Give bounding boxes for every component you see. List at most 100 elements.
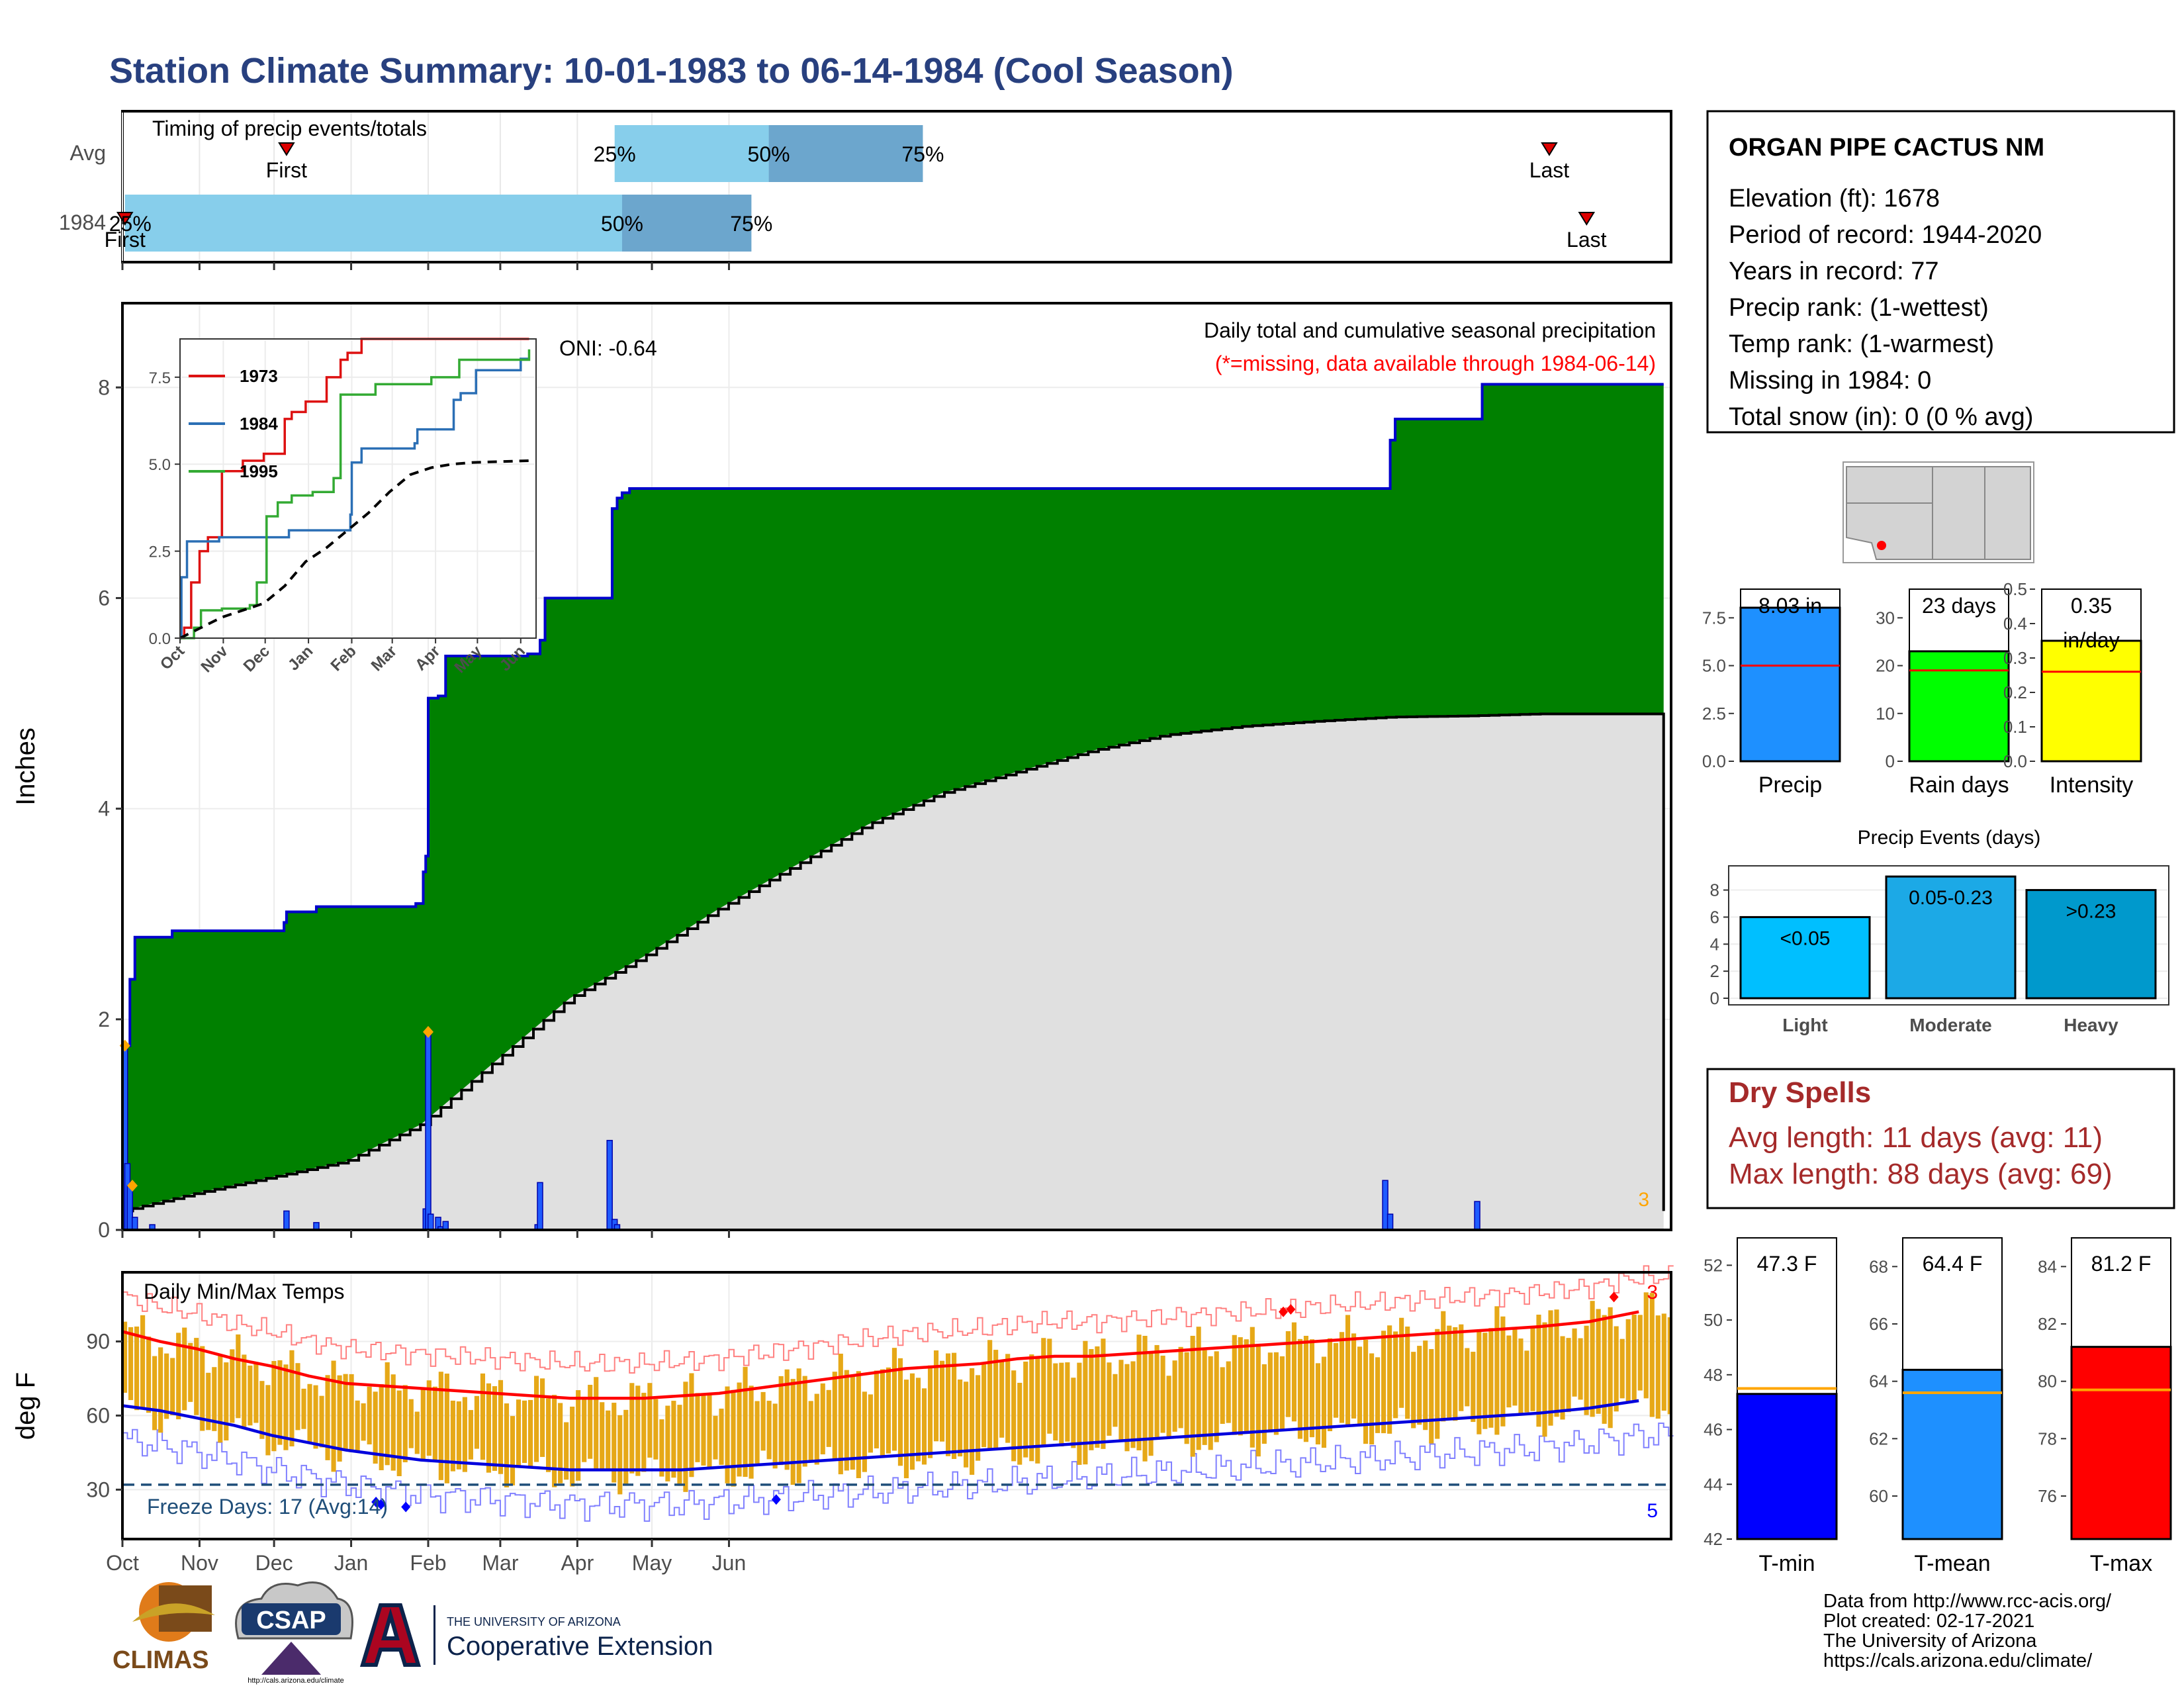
- daily-temp-range-bar: [1148, 1351, 1154, 1456]
- inset-frame-bg: [180, 339, 536, 638]
- daily-temp-range-bar: [1285, 1331, 1291, 1417]
- daily-temp-range-bar: [1297, 1338, 1302, 1439]
- timing-label-first: First: [105, 228, 146, 252]
- temp-summary-bar-1: [1901, 1368, 2003, 1540]
- daily-temp-range-bar: [844, 1370, 849, 1471]
- daily-temp-range-bar: [1029, 1354, 1034, 1462]
- daily-temp-range-bar: [1447, 1325, 1452, 1419]
- daily-precip-bar: [1387, 1213, 1394, 1231]
- timing-row-label-avg: Avg: [69, 141, 106, 165]
- daily-temp-range-bar: [886, 1367, 891, 1454]
- summary-bar-tick-label: 0.0: [1702, 751, 1726, 771]
- daily-temp-range-bar: [1453, 1327, 1458, 1421]
- daily-temp-range-bar: [856, 1371, 861, 1478]
- timing-bars: First Last 25% 50% 75% First Last 25% 50% 75%: [105, 125, 1607, 252]
- daily-temp-range-bar: [725, 1386, 730, 1483]
- daily-temp-range-bar: [212, 1367, 217, 1431]
- temp-summary-label: T-mean: [1914, 1551, 1990, 1576]
- precip-y-tick-label: 8: [98, 375, 110, 399]
- cumulative-precip-area: [122, 384, 1664, 1230]
- daily-temp-range-bar: [1178, 1346, 1183, 1429]
- daily-temp-range-bar: [933, 1350, 939, 1442]
- daily-temp-range-bar: [1333, 1342, 1339, 1418]
- daily-temp-range-bar: [1196, 1327, 1201, 1450]
- precip-y-tick-label: 6: [98, 586, 110, 610]
- daily-temp-range-bar: [1279, 1356, 1285, 1430]
- daily-temp-range-bar: [976, 1375, 981, 1461]
- daily-temp-range-bar: [993, 1350, 999, 1448]
- daily-temp-range-bar: [1637, 1315, 1643, 1391]
- daily-temp-range-bar: [1518, 1338, 1524, 1415]
- daily-temp-range-bar: [737, 1382, 742, 1477]
- precip-y-tick-label: 4: [98, 797, 110, 821]
- daily-temp-range-bar: [1005, 1354, 1011, 1443]
- daily-temp-range-bar: [301, 1388, 306, 1429]
- daily-temp-range-bar: [891, 1348, 897, 1451]
- timing-marker-first: [278, 142, 295, 156]
- daily-temp-range-bar: [594, 1377, 599, 1470]
- daily-temp-range-bar: [1113, 1374, 1118, 1427]
- temp-y-tick-label: 30: [86, 1477, 110, 1501]
- events-y-tick-label: 0: [1710, 988, 1719, 1008]
- temp-corner-hi: 3: [1647, 1282, 1658, 1303]
- temp-summary-tick-label: 42: [1704, 1529, 1723, 1549]
- summary-bar-tick-label: 0.4: [2003, 614, 2027, 633]
- daily-temp-range-bar: [1614, 1326, 1619, 1412]
- daily-precip-bar: [427, 1213, 434, 1231]
- daily-temp-range-bar: [1351, 1333, 1357, 1419]
- daily-temp-range-bar: [122, 1321, 128, 1393]
- summary-bar-2: [2040, 639, 2142, 763]
- daily-temp-range-bar: [325, 1375, 330, 1460]
- station-elevation: Elevation (ft): 1678: [1729, 185, 1940, 212]
- daily-temp-range-bar: [1387, 1325, 1392, 1434]
- daily-temp-range-bar: [1471, 1352, 1476, 1423]
- timing-label-last: Last: [1567, 228, 1607, 252]
- daily-temp-range-bar: [265, 1385, 271, 1456]
- page-title: Station Climate Summary: 10-01-1983 to 0…: [109, 51, 1234, 91]
- temp-panel-frame: [121, 1271, 1672, 1540]
- daily-temp-range-bar: [1095, 1346, 1100, 1448]
- daily-temp-range-bar: [1089, 1348, 1094, 1450]
- inset-series-line-1973: [180, 338, 529, 639]
- events-y-tick-label: 6: [1710, 907, 1719, 927]
- csap-logo-text: CSAP: [256, 1607, 326, 1634]
- daily-temp-range-bar: [444, 1374, 449, 1483]
- event-bar-2: [2025, 889, 2157, 1000]
- daily-temp-range-bar: [259, 1381, 265, 1439]
- daily-temp-range-bar: [1083, 1340, 1088, 1465]
- record-high-marker: [1286, 1303, 1296, 1315]
- daily-temp-range-bar: [253, 1362, 259, 1423]
- station-precip-rank: Precip rank: (1-wettest): [1729, 294, 1989, 322]
- footer-line-data-source: Data from http://www.rcc-acis.org/: [1823, 1591, 2112, 1612]
- summary-bar-tick-label: 10: [1876, 704, 1895, 724]
- temp-summary-tick-label: 82: [2038, 1314, 2057, 1334]
- temperature-summary-bars: 47.3 F 42 44 46 48 50 52 T-min 64.4 F 60 62 64 66 68 T…: [1704, 1237, 2172, 1576]
- daily-temp-range-bar: [1602, 1315, 1607, 1424]
- timing-row-label-1984: 1984: [59, 211, 106, 234]
- temp-summary-tick-label: 76: [2038, 1486, 2057, 1506]
- temp-summary-tick-label: 50: [1704, 1310, 1723, 1330]
- csap-url-text: http://cals.arizona.edu/climate: [248, 1677, 344, 1685]
- daily-temp-range-bar: [420, 1389, 426, 1461]
- daily-temp-range-bar: [850, 1375, 855, 1470]
- daily-temp-range-bar: [1661, 1313, 1666, 1411]
- event-bar-range: 0.05-0.23: [1909, 887, 1993, 909]
- precip-y-tick-label: 2: [98, 1008, 110, 1031]
- temp-panel-title: Daily Min/Max Temps: [144, 1280, 344, 1303]
- daily-temp-range-bar: [188, 1342, 193, 1402]
- daily-temp-range-bar: [1291, 1322, 1297, 1422]
- event-bar-range: >0.23: [2066, 901, 2116, 923]
- daily-temp-range-bar: [1226, 1361, 1231, 1423]
- daily-temp-range-bar: [182, 1327, 187, 1411]
- events-y-tick-label: 8: [1710, 880, 1719, 900]
- temp-summary-tick-label: 48: [1704, 1365, 1723, 1385]
- month-axis: Oct Nov Dec Jan Feb Mar Apr May Jun: [106, 1539, 746, 1575]
- footer-credits: Data from http://www.rcc-acis.org/ Plot …: [1823, 1591, 2112, 1671]
- daily-temp-range-bar: [1608, 1307, 1613, 1429]
- daily-temp-range-bar: [522, 1400, 527, 1463]
- freeze-days-label: Freeze Days: 17 (Avg:14): [147, 1495, 388, 1519]
- temp-summary-label: T-max: [2090, 1551, 2152, 1576]
- footer-line-url: https://cals.arizona.edu/climate/: [1823, 1650, 2093, 1671]
- daily-temp-range-bar: [140, 1315, 146, 1408]
- summary-bar-0: [1739, 606, 1841, 763]
